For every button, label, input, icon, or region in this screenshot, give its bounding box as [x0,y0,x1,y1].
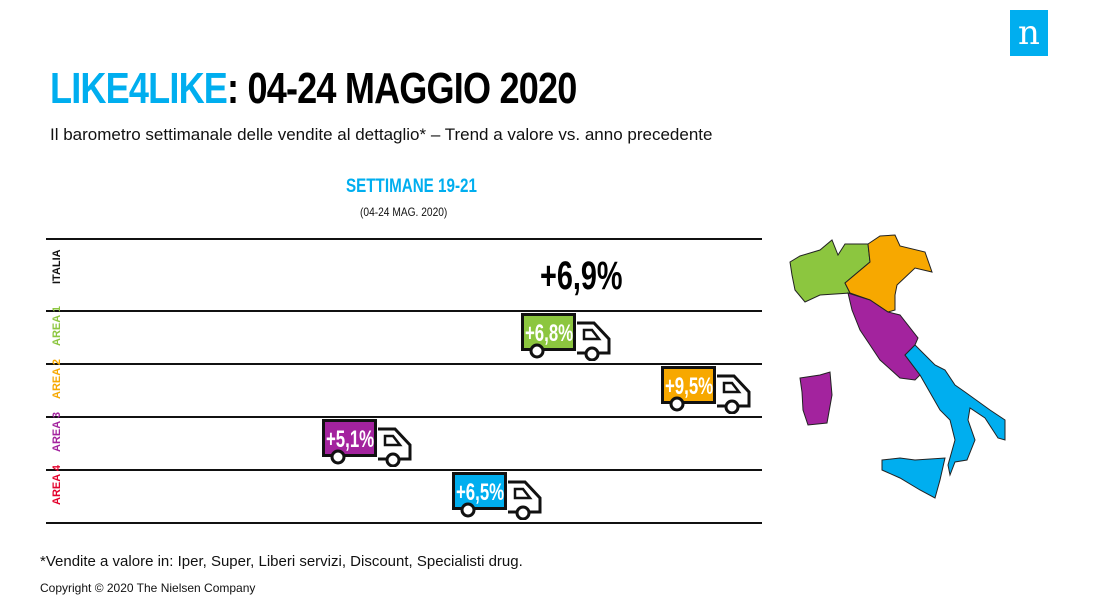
wheel-icon [460,502,476,518]
wheel-icon [529,343,545,359]
footnote: *Vendite a valore in: Iper, Super, Liber… [40,553,523,570]
truck-icon [577,321,611,361]
value-label: +6,5% [456,479,505,506]
map-area-4-sicily [881,457,946,499]
map-area-2 [844,234,933,313]
divider [46,522,762,524]
row-label: AREA 1 [51,306,63,346]
truck-area-4: +6,5% [452,472,544,520]
truck-cargo-bar: +6,8% [521,313,576,351]
truck-cargo-bar: +6,5% [452,472,507,510]
truck-icon [378,427,412,467]
map-area-3-sardinia [799,371,833,426]
divider [46,238,762,240]
divider [46,469,762,471]
italia-value: +6,9% [540,254,623,298]
truck-area-1: +6,8% [521,313,613,361]
truck-icon [508,480,542,520]
title-highlight: LIKE4LIKE [50,64,228,113]
italy-map [789,234,1006,499]
map-area-4 [904,344,1006,477]
value-label: +6,8% [525,320,574,347]
row-label: ITALIA [51,249,63,284]
wheel-icon [330,449,346,465]
truck-area-2: +9,5% [661,366,753,414]
value-label: +9,5% [665,373,714,400]
divider [46,363,762,365]
divider [46,310,762,312]
truck-cargo-bar: +5,1% [322,419,377,457]
divider [46,416,762,418]
nielsen-logo: n [1010,10,1048,56]
page-title: LIKE4LIKE: 04-24 MAGGIO 2020 [50,64,577,114]
chart-subtitle: (04-24 MAG. 2020) [360,205,448,219]
value-label: +5,1% [326,426,375,453]
chart-title: SETTIMANE 19-21 [346,176,477,197]
row-label: AREA 2 [51,359,63,399]
row-label: AREA 4 [51,465,63,505]
wheel-icon [669,396,685,412]
truck-cargo-bar: +9,5% [661,366,716,404]
truck-icon [717,374,751,414]
truck-area-3: +5,1% [322,419,414,467]
title-rest: : 04-24 MAGGIO 2020 [227,64,577,113]
copyright: Copyright © 2020 The Nielsen Company [40,581,256,595]
subtitle: Il barometro settimanale delle vendite a… [50,125,713,144]
row-label: AREA 3 [51,412,63,452]
